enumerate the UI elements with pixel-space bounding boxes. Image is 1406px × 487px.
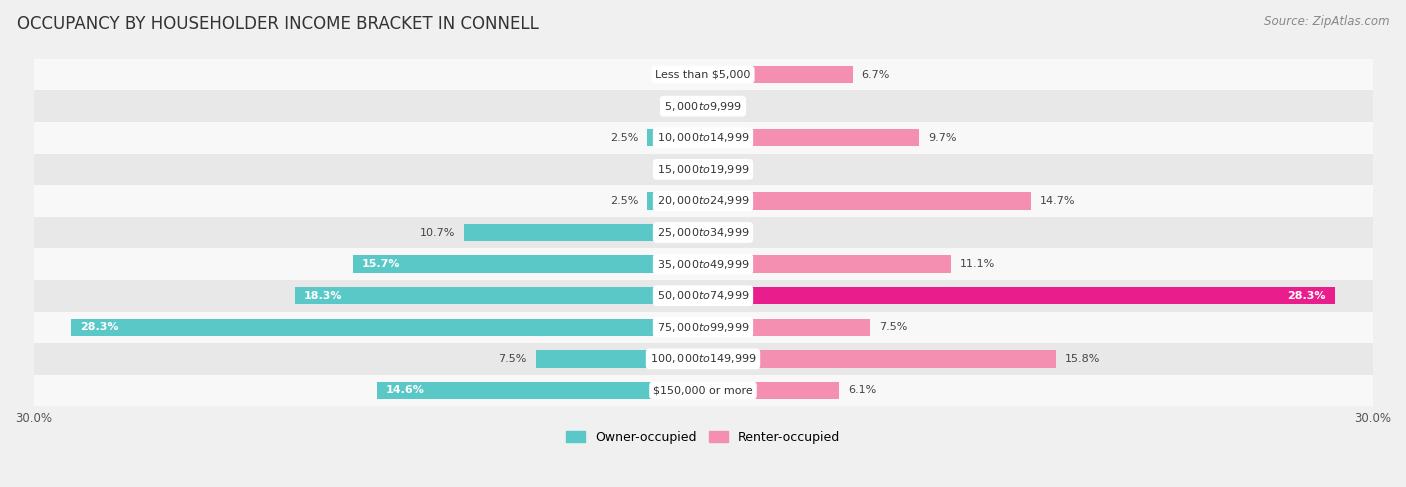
Bar bbox=[703, 318, 870, 336]
Text: 18.3%: 18.3% bbox=[304, 291, 342, 300]
Text: $15,000 to $19,999: $15,000 to $19,999 bbox=[657, 163, 749, 176]
Text: $35,000 to $49,999: $35,000 to $49,999 bbox=[657, 258, 749, 271]
Bar bbox=[377, 382, 703, 399]
Bar bbox=[34, 280, 1372, 312]
Bar bbox=[34, 217, 1372, 248]
Bar bbox=[34, 312, 1372, 343]
Text: $20,000 to $24,999: $20,000 to $24,999 bbox=[657, 194, 749, 207]
Bar bbox=[34, 185, 1372, 217]
Bar bbox=[34, 59, 1372, 91]
Bar bbox=[72, 318, 703, 336]
Text: Source: ZipAtlas.com: Source: ZipAtlas.com bbox=[1264, 15, 1389, 28]
Bar bbox=[295, 287, 703, 304]
Text: 0.0%: 0.0% bbox=[666, 70, 695, 79]
Text: 7.5%: 7.5% bbox=[879, 322, 908, 332]
Text: $100,000 to $149,999: $100,000 to $149,999 bbox=[650, 353, 756, 365]
Bar bbox=[703, 256, 950, 273]
Bar bbox=[647, 192, 703, 209]
Text: 0.0%: 0.0% bbox=[711, 227, 740, 238]
Bar bbox=[34, 122, 1372, 153]
Text: $75,000 to $99,999: $75,000 to $99,999 bbox=[657, 321, 749, 334]
Text: 15.8%: 15.8% bbox=[1064, 354, 1099, 364]
Text: Less than $5,000: Less than $5,000 bbox=[655, 70, 751, 79]
Text: $150,000 or more: $150,000 or more bbox=[654, 386, 752, 395]
Text: 0.0%: 0.0% bbox=[666, 165, 695, 174]
Text: $50,000 to $74,999: $50,000 to $74,999 bbox=[657, 289, 749, 302]
Bar bbox=[703, 287, 1334, 304]
Bar bbox=[34, 91, 1372, 122]
Text: 11.1%: 11.1% bbox=[960, 259, 995, 269]
Text: 0.0%: 0.0% bbox=[666, 101, 695, 111]
Bar bbox=[353, 256, 703, 273]
Text: 6.1%: 6.1% bbox=[848, 386, 876, 395]
Bar bbox=[703, 129, 920, 147]
Bar bbox=[703, 350, 1056, 368]
Text: $25,000 to $34,999: $25,000 to $34,999 bbox=[657, 226, 749, 239]
Text: 14.7%: 14.7% bbox=[1040, 196, 1076, 206]
Text: $5,000 to $9,999: $5,000 to $9,999 bbox=[664, 100, 742, 112]
Bar bbox=[34, 248, 1372, 280]
Text: 15.7%: 15.7% bbox=[361, 259, 401, 269]
Text: 28.3%: 28.3% bbox=[1286, 291, 1326, 300]
Text: 2.5%: 2.5% bbox=[610, 133, 638, 143]
Text: 10.7%: 10.7% bbox=[420, 227, 456, 238]
Bar bbox=[34, 375, 1372, 406]
Text: OCCUPANCY BY HOUSEHOLDER INCOME BRACKET IN CONNELL: OCCUPANCY BY HOUSEHOLDER INCOME BRACKET … bbox=[17, 15, 538, 33]
Text: 0.0%: 0.0% bbox=[711, 101, 740, 111]
Text: 14.6%: 14.6% bbox=[387, 386, 425, 395]
Text: 0.0%: 0.0% bbox=[711, 165, 740, 174]
Text: $10,000 to $14,999: $10,000 to $14,999 bbox=[657, 131, 749, 144]
Text: 7.5%: 7.5% bbox=[498, 354, 527, 364]
Text: 6.7%: 6.7% bbox=[862, 70, 890, 79]
Legend: Owner-occupied, Renter-occupied: Owner-occupied, Renter-occupied bbox=[561, 426, 845, 449]
Bar bbox=[703, 382, 839, 399]
Bar bbox=[703, 192, 1031, 209]
Text: 2.5%: 2.5% bbox=[610, 196, 638, 206]
Bar bbox=[34, 343, 1372, 375]
Bar bbox=[703, 66, 852, 83]
Text: 9.7%: 9.7% bbox=[928, 133, 957, 143]
Bar bbox=[34, 153, 1372, 185]
Bar bbox=[536, 350, 703, 368]
Bar bbox=[464, 224, 703, 241]
Text: 28.3%: 28.3% bbox=[80, 322, 120, 332]
Bar bbox=[647, 129, 703, 147]
